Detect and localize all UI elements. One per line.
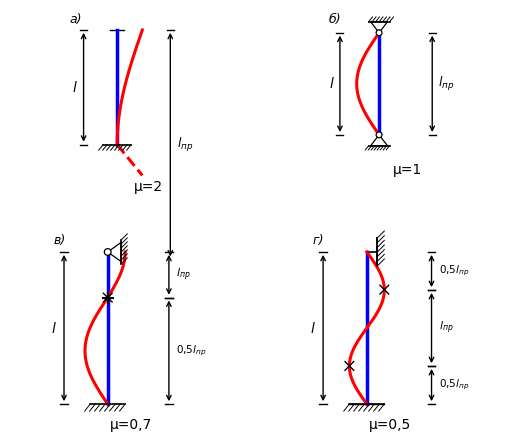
Text: $l$: $l$ xyxy=(72,80,78,95)
Text: $l_{пр}$: $l_{пр}$ xyxy=(176,267,191,283)
Text: $0{,}5l_{пр}$: $0{,}5l_{пр}$ xyxy=(176,344,206,358)
Text: $l$: $l$ xyxy=(329,76,335,91)
Circle shape xyxy=(376,30,382,36)
Text: а): а) xyxy=(70,13,82,26)
Text: $l$: $l$ xyxy=(51,320,56,336)
Text: $0{,}5l_{пр}$: $0{,}5l_{пр}$ xyxy=(438,378,469,392)
Text: μ=0,5: μ=0,5 xyxy=(368,418,411,432)
Text: $l_{пр}$: $l_{пр}$ xyxy=(438,75,454,93)
Text: μ=2: μ=2 xyxy=(134,180,163,194)
Text: $l$: $l$ xyxy=(310,320,316,336)
Circle shape xyxy=(104,249,111,255)
Text: $l_{пр}$: $l_{пр}$ xyxy=(438,320,453,336)
Circle shape xyxy=(376,132,382,138)
Text: б): б) xyxy=(329,13,341,26)
Text: μ=0,7: μ=0,7 xyxy=(110,418,152,432)
Text: г): г) xyxy=(313,234,324,247)
Text: $l_{пр}$: $l_{пр}$ xyxy=(177,136,193,154)
Text: μ=1: μ=1 xyxy=(393,163,422,177)
Text: $0{,}5l_{пр}$: $0{,}5l_{пр}$ xyxy=(438,264,469,278)
Text: в): в) xyxy=(54,234,66,247)
